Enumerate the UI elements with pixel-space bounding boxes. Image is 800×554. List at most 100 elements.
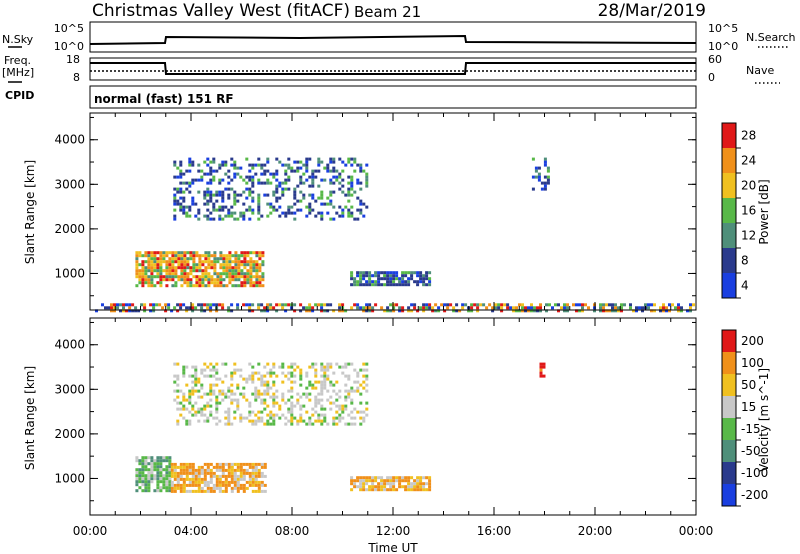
scatter-cell	[320, 365, 324, 369]
scatter-cell	[231, 254, 235, 258]
scatter-cell	[153, 474, 157, 478]
scatter-cell	[225, 257, 229, 261]
scatter-cell	[266, 362, 270, 366]
scatter-cell	[287, 163, 291, 167]
scatter-cell	[266, 380, 270, 384]
scatter-cell	[200, 477, 204, 481]
scatter-cell	[249, 284, 253, 288]
scatter-cell	[153, 462, 157, 466]
scatter-cell	[539, 309, 542, 313]
scatter-cell	[147, 257, 151, 261]
scatter-cell	[236, 480, 240, 484]
scatter-cell	[203, 471, 207, 475]
scatter-cell	[243, 272, 247, 276]
scatter-cell	[173, 362, 177, 366]
scatter-cell	[194, 389, 198, 393]
scatter-cell	[233, 483, 237, 487]
scatter-cell	[219, 254, 223, 258]
scatter-cell	[233, 217, 237, 221]
scatter-cell	[537, 172, 541, 176]
scatter-cell	[249, 257, 253, 261]
scatter-cell	[159, 284, 163, 288]
scatter-cell	[195, 269, 199, 273]
scatter-cell	[377, 482, 381, 486]
scatter-cell	[344, 395, 348, 399]
scatter-cell	[332, 181, 336, 185]
scatter-cell	[368, 280, 372, 284]
scatter-cell	[186, 275, 190, 279]
scatter-cell	[251, 163, 255, 167]
scatter-cell	[365, 389, 369, 393]
scatter-cell	[485, 306, 489, 310]
scatter-cell	[176, 474, 180, 478]
scatter-cell	[191, 404, 195, 408]
scatter-cell	[189, 266, 193, 270]
scatter-cell	[338, 205, 342, 209]
scatter-cell	[398, 309, 402, 313]
scatter-cell	[191, 181, 195, 185]
scatter-cell	[302, 306, 306, 310]
scatter-cell	[206, 419, 210, 423]
scatter-cell	[290, 386, 294, 390]
scatter-cell	[353, 482, 357, 486]
scatter-cell	[275, 309, 279, 313]
scatter-cell	[308, 365, 312, 369]
scatter-cell	[530, 303, 533, 307]
scatter-cell	[174, 266, 178, 270]
scatter-cell	[323, 371, 327, 375]
scatter-cell	[620, 306, 623, 310]
scatter-cell	[401, 309, 405, 313]
scatter-cell	[218, 489, 222, 493]
scatter-cell	[221, 306, 225, 310]
scatter-cell	[557, 303, 560, 307]
scatter-cell	[470, 303, 474, 307]
scatter-cell	[365, 476, 369, 480]
range-tick-label: 2000	[54, 427, 85, 441]
scatter-cell	[156, 486, 160, 490]
scatter-cell	[197, 377, 201, 381]
scatter-cell	[185, 187, 189, 191]
scatter-cell	[188, 398, 192, 402]
scatter-cell	[162, 260, 166, 264]
scatter-cell	[386, 309, 390, 313]
scatter-cell	[245, 208, 249, 212]
scatter-cell	[206, 462, 210, 466]
scatter-cell	[141, 284, 145, 288]
scatter-cell	[191, 477, 195, 481]
scatter-cell	[341, 178, 345, 182]
scatter-cell	[201, 281, 205, 285]
scatter-cell	[296, 422, 300, 426]
scatter-cell	[410, 482, 414, 486]
scatter-cell	[347, 190, 351, 194]
scatter-cell	[281, 371, 285, 375]
scatter-cell	[258, 266, 262, 270]
scatter-cell	[353, 485, 357, 489]
scatter-cell	[290, 416, 294, 420]
scatter-cell	[150, 456, 154, 460]
scatter-cell	[293, 374, 297, 378]
scatter-cell	[374, 283, 378, 287]
scatter-cell	[239, 214, 243, 218]
scatter-cell	[323, 178, 327, 182]
scatter-cell	[368, 479, 372, 483]
scatter-cell	[162, 275, 166, 279]
scatter-cell	[144, 456, 148, 460]
scatter-cell	[227, 196, 231, 200]
scatter-cell	[176, 374, 180, 378]
scatter-cell	[192, 275, 196, 279]
scatter-cell	[150, 269, 154, 273]
scatter-cell	[347, 413, 351, 417]
scatter-cell	[290, 371, 294, 375]
scatter-cell	[191, 365, 195, 369]
scatter-cell	[236, 489, 240, 493]
scatter-cell	[177, 266, 181, 270]
scatter-cell	[257, 486, 261, 490]
scatter-cell	[233, 166, 237, 170]
scatter-cell	[248, 208, 252, 212]
scatter-cell	[165, 465, 169, 469]
scatter-cell	[221, 362, 225, 366]
scatter-cell	[251, 178, 255, 182]
scatter-cell	[581, 309, 584, 313]
scatter-cell	[410, 476, 414, 480]
scatter-cell	[311, 383, 315, 387]
